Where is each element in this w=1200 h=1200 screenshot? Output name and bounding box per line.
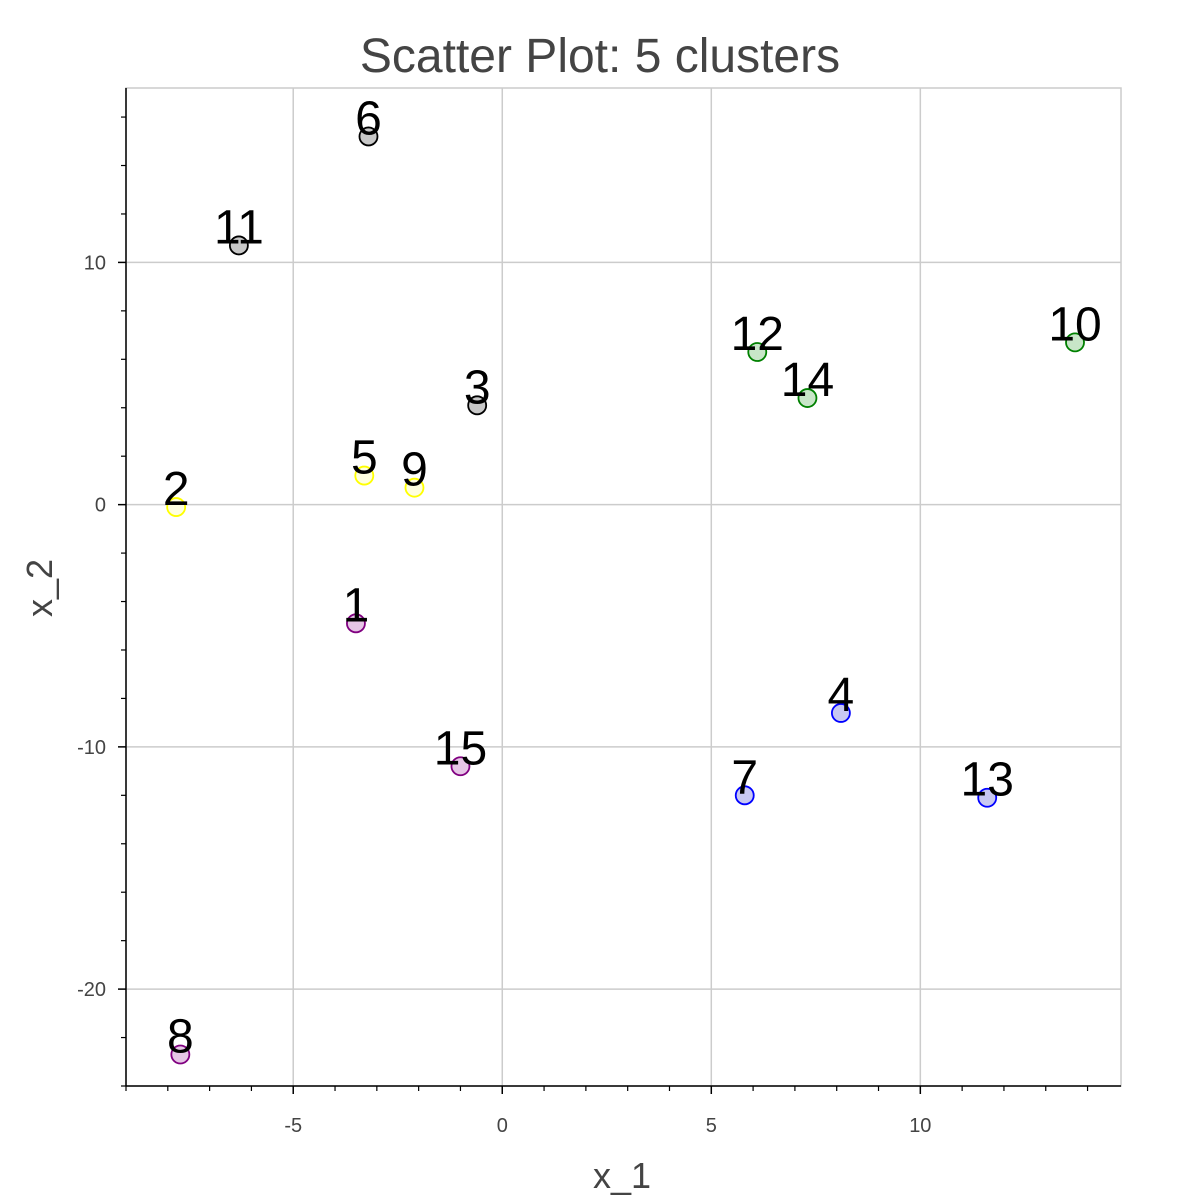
x-tick-label: 10 xyxy=(909,1115,931,1137)
point-label-12: 12 xyxy=(731,308,784,361)
x-axis-label: x_1 xyxy=(593,1155,651,1196)
data-point-8 xyxy=(170,1044,191,1065)
y-tick-label: -10 xyxy=(77,737,106,759)
point-label-1: 1 xyxy=(343,579,370,632)
data-point-6 xyxy=(358,126,379,147)
x-tick-label: -5 xyxy=(284,1115,302,1137)
data-point-10 xyxy=(1065,332,1085,353)
point-label-5: 5 xyxy=(351,432,378,485)
point-label-11: 11 xyxy=(214,201,264,254)
x-tick-label: 5 xyxy=(706,1115,717,1137)
y-tick-label: 0 xyxy=(95,495,106,517)
grid-layer xyxy=(126,88,1121,1086)
chart-title: Scatter Plot: 5 clusters xyxy=(360,30,840,83)
y-tick-label: -20 xyxy=(77,979,106,1001)
axes-layer xyxy=(125,88,1121,1087)
x-tick-label: 0 xyxy=(497,1115,508,1137)
data-point-5 xyxy=(354,465,375,486)
point-label-7: 7 xyxy=(731,751,758,804)
point-label-3: 3 xyxy=(464,361,491,414)
data-point-15 xyxy=(450,756,471,777)
data-point-4 xyxy=(830,703,851,723)
point-label-6: 6 xyxy=(355,92,382,145)
data-point-1 xyxy=(346,613,366,634)
point-label-10: 10 xyxy=(1048,298,1101,351)
data-point-14 xyxy=(797,388,818,408)
ticks-layer: -5 0 5 10 -20 -10 0 10 xyxy=(77,116,1089,1137)
point-label-14: 14 xyxy=(781,354,834,407)
data-point-9 xyxy=(404,477,425,498)
y-tick-label: 10 xyxy=(84,252,106,274)
point-label-8: 8 xyxy=(167,1011,194,1064)
point-label-9: 9 xyxy=(401,444,428,497)
point-label-13: 13 xyxy=(961,754,1014,807)
data-point-2 xyxy=(166,497,187,517)
data-point-7 xyxy=(734,785,755,806)
point-label-4: 4 xyxy=(828,669,855,722)
data-point-11 xyxy=(228,235,249,256)
point-label-2: 2 xyxy=(163,463,190,516)
data-point-12 xyxy=(747,342,768,362)
points-layer xyxy=(166,126,1085,1065)
data-point-3 xyxy=(467,395,488,416)
y-axis-label: x_2 xyxy=(19,559,60,617)
data-point-13 xyxy=(977,787,998,808)
point-label-15: 15 xyxy=(434,722,487,775)
